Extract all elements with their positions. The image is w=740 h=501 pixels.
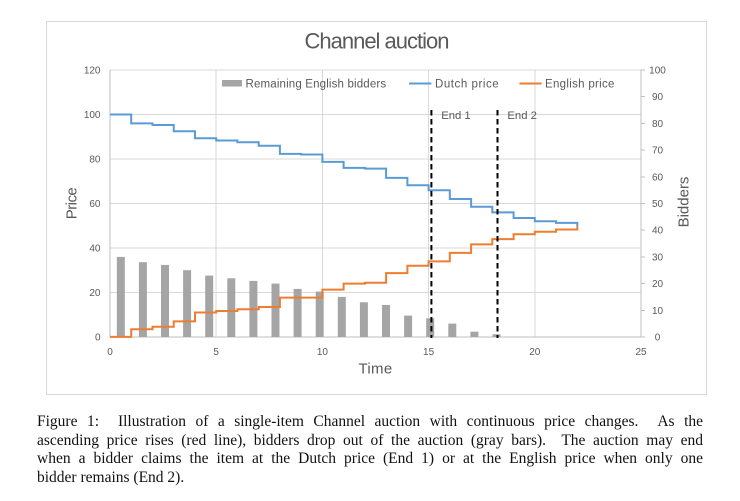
svg-text:20: 20 xyxy=(529,347,541,358)
svg-text:80: 80 xyxy=(652,119,664,130)
svg-text:120: 120 xyxy=(84,66,101,77)
svg-text:5: 5 xyxy=(213,347,219,358)
svg-text:Channel auction: Channel auction xyxy=(304,29,448,54)
svg-text:Time: Time xyxy=(359,361,393,378)
svg-text:25: 25 xyxy=(635,347,647,358)
svg-text:English price: English price xyxy=(545,78,615,90)
svg-text:Remaining English bidders: Remaining English bidders xyxy=(246,78,387,90)
svg-text:Dutch price: Dutch price xyxy=(435,78,499,90)
svg-text:40: 40 xyxy=(652,226,664,237)
svg-text:40: 40 xyxy=(89,244,101,255)
svg-text:10: 10 xyxy=(652,306,664,317)
svg-text:End 2: End 2 xyxy=(507,110,537,122)
svg-text:60: 60 xyxy=(652,172,664,183)
svg-text:20: 20 xyxy=(89,288,101,299)
svg-text:20: 20 xyxy=(652,279,664,290)
svg-text:10: 10 xyxy=(317,347,329,358)
svg-text:90: 90 xyxy=(652,92,664,103)
svg-text:End 1: End 1 xyxy=(441,110,471,122)
svg-text:15: 15 xyxy=(423,347,435,358)
svg-text:100: 100 xyxy=(84,110,101,121)
svg-text:70: 70 xyxy=(652,146,664,157)
svg-text:0: 0 xyxy=(107,347,113,358)
svg-text:60: 60 xyxy=(89,199,101,210)
svg-text:100: 100 xyxy=(649,66,666,77)
svg-text:Bidders: Bidders xyxy=(675,177,692,228)
svg-text:0: 0 xyxy=(655,333,661,344)
svg-text:80: 80 xyxy=(89,155,101,166)
svg-text:Price: Price xyxy=(63,188,80,220)
svg-text:30: 30 xyxy=(652,252,664,263)
svg-text:0: 0 xyxy=(95,333,101,344)
svg-text:50: 50 xyxy=(652,199,664,210)
